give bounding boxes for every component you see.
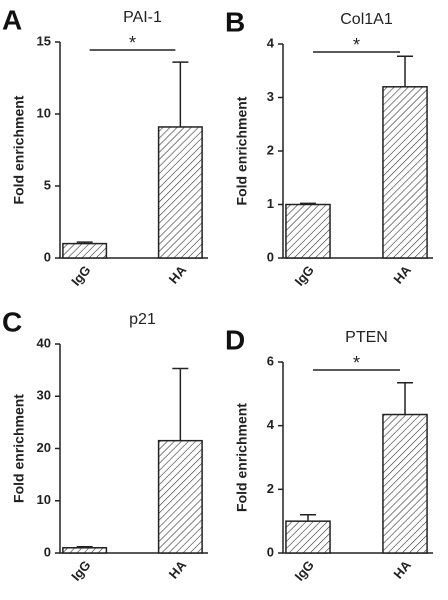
bar bbox=[157, 439, 203, 554]
bar bbox=[62, 547, 108, 554]
y-tick-label: 0 bbox=[44, 249, 51, 264]
significance-mark: * bbox=[353, 353, 360, 373]
bar bbox=[157, 126, 203, 259]
bar bbox=[382, 86, 428, 259]
panel-letter: D bbox=[225, 324, 245, 355]
bar bbox=[285, 203, 331, 259]
x-tick-label: HA bbox=[390, 262, 414, 286]
y-axis-label: Fold enrichment bbox=[11, 394, 27, 503]
bar bbox=[285, 520, 331, 554]
chart-title: PTEN bbox=[345, 329, 388, 346]
chart-title: p21 bbox=[129, 311, 156, 328]
x-tick-label: IgG bbox=[68, 262, 93, 288]
bar bbox=[382, 413, 428, 554]
chart-title: Col1A1 bbox=[340, 11, 393, 28]
bar bbox=[62, 242, 108, 259]
panel-letter: C bbox=[2, 306, 22, 337]
y-tick-label: 3 bbox=[267, 89, 274, 104]
y-tick-label: 30 bbox=[37, 388, 51, 403]
y-axis-label: Fold enrichment bbox=[234, 403, 250, 512]
y-tick-label: 6 bbox=[267, 353, 274, 368]
y-tick-label: 20 bbox=[37, 440, 51, 455]
y-tick-label: 10 bbox=[37, 492, 51, 507]
y-tick-label: 40 bbox=[37, 335, 51, 350]
significance-mark: * bbox=[129, 33, 136, 53]
y-tick-label: 0 bbox=[267, 249, 274, 264]
x-tick-label: IgG bbox=[292, 262, 317, 288]
y-tick-label: 2 bbox=[267, 142, 274, 157]
y-axis-label: Fold enrichment bbox=[234, 96, 250, 205]
x-tick-label: HA bbox=[166, 557, 190, 581]
panel-letter: A bbox=[2, 4, 22, 35]
y-tick-label: 0 bbox=[44, 544, 51, 559]
y-axis-label: Fold enrichment bbox=[11, 95, 27, 204]
x-tick-label: HA bbox=[390, 557, 414, 581]
y-tick-label: 10 bbox=[37, 105, 51, 120]
y-tick-label: 5 bbox=[44, 177, 51, 192]
panel-letter: B bbox=[225, 6, 245, 37]
x-tick-label: HA bbox=[166, 262, 190, 286]
significance-mark: * bbox=[353, 35, 360, 55]
y-tick-label: 4 bbox=[267, 35, 275, 50]
y-tick-label: 2 bbox=[267, 481, 274, 496]
y-tick-label: 0 bbox=[267, 544, 274, 559]
x-tick-label: IgG bbox=[68, 557, 93, 583]
y-tick-label: 1 bbox=[267, 196, 274, 211]
x-tick-label: IgG bbox=[292, 557, 317, 583]
chart-title: PAI-1 bbox=[123, 9, 162, 26]
y-tick-label: 15 bbox=[37, 33, 51, 48]
y-tick-label: 4 bbox=[267, 417, 275, 432]
